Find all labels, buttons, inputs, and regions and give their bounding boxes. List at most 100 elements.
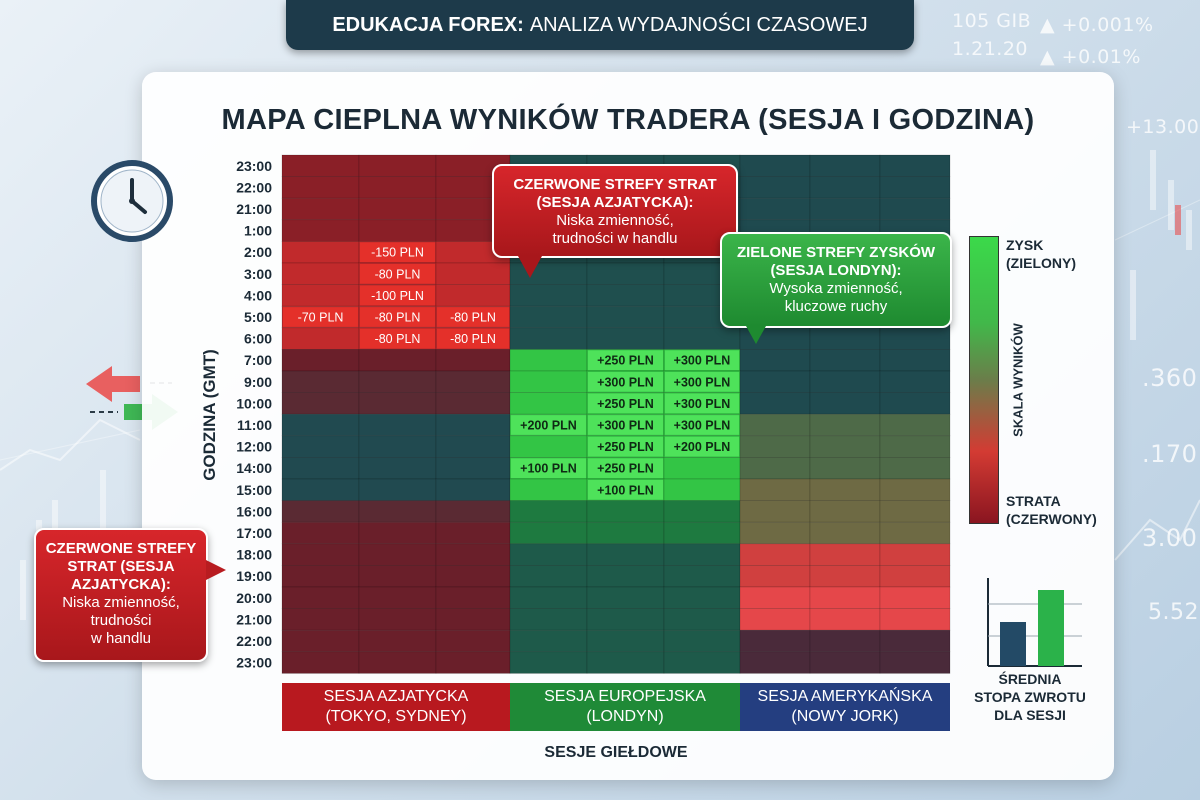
- hour-tick-label: 23:00: [236, 655, 272, 671]
- heatmap-cell: [809, 392, 881, 415]
- heatmap-cell: [739, 586, 811, 609]
- heatmap-cell: [809, 197, 881, 221]
- heatmap-cell: [739, 629, 811, 653]
- ticker: .360: [1142, 364, 1198, 392]
- heatmap-cell: [879, 565, 951, 588]
- hour-tick-label: 14:00: [236, 460, 272, 476]
- hour-tick-label: 3:00: [244, 266, 272, 282]
- heatmap-cell: [281, 349, 360, 372]
- heatmap-cell: [809, 608, 881, 631]
- heatmap-cell: [809, 586, 881, 609]
- avg-return-caption: ŚREDNIA STOPA ZWROTU DLA SESJI: [974, 671, 1086, 723]
- heatmap-cell: [879, 176, 951, 199]
- heatmap-cell: [358, 608, 437, 631]
- profit-cell: [588, 350, 663, 370]
- heatmap-cell: [586, 586, 665, 609]
- heatmap-cell: [358, 435, 437, 458]
- hour-tick-label: 5:00: [244, 309, 272, 325]
- profit-cell: [588, 458, 663, 478]
- heatmap-cell: [879, 500, 951, 523]
- heatmap-cell: [879, 457, 951, 480]
- heatmap-cell: [586, 629, 665, 653]
- heatmap-cell: [809, 651, 881, 674]
- heatmap-cell: [435, 435, 511, 458]
- heatmap-cell: [879, 608, 951, 631]
- heatmap-cell: [879, 435, 951, 458]
- heatmap-cell: [739, 392, 811, 415]
- cell-value-label: -100 PLN: [371, 289, 424, 303]
- heatmap-cell: [358, 478, 437, 501]
- heatmap-cell: [663, 651, 741, 674]
- heatmap-cell: [586, 565, 665, 588]
- heatmap-cell: [739, 521, 811, 545]
- cell-value-label: +100 PLN: [520, 462, 577, 476]
- heatmap-cell: [586, 305, 665, 329]
- heatmap-cell: [509, 435, 588, 458]
- hour-tick-label: 17:00: [236, 525, 272, 541]
- heatmap-cell: [358, 521, 437, 545]
- hour-tick-label: 19:00: [236, 568, 272, 584]
- heatmap-cell: [879, 521, 951, 545]
- heatmap-cell: [663, 629, 741, 653]
- heatmap-cell: [739, 457, 811, 480]
- legend-top-label: ZYSK (ZIELONY): [1006, 237, 1076, 271]
- hour-tick-label: 10:00: [236, 395, 272, 411]
- heatmap-cell: [809, 176, 881, 199]
- x-axis-label: SESJE GIEŁDOWE: [544, 744, 688, 761]
- profit-cell: [511, 415, 586, 435]
- heatmap-cell: [879, 586, 951, 609]
- arrow-left-icon: [86, 366, 140, 402]
- hour-tick-label: 11:00: [237, 417, 272, 433]
- heatmap-cell: [509, 608, 588, 631]
- profit-cell: [665, 350, 739, 370]
- heatmap-cell: [358, 349, 437, 372]
- session-sub: (NOWY JORK): [791, 708, 899, 725]
- heatmap-cell: [663, 327, 741, 350]
- ticker: .170: [1142, 440, 1198, 468]
- cell-value-label: +300 PLN: [597, 419, 654, 433]
- clock-icon: [91, 160, 173, 242]
- hour-tick-label: 6:00: [244, 331, 272, 347]
- hour-tick-label: 16:00: [236, 503, 272, 519]
- cell-value-label: -80 PLN: [375, 332, 421, 346]
- heatmap-cell: [809, 370, 881, 393]
- heatmap-cell: [435, 457, 511, 480]
- cell-value-label: +250 PLN: [597, 440, 654, 454]
- session-name: SESJA EUROPEJSKA: [544, 688, 706, 705]
- heatmap-cell: [809, 500, 881, 523]
- heatmap-cell: [879, 629, 951, 653]
- cell-value-label: -150 PLN: [371, 246, 424, 260]
- heatmap-cell: [739, 197, 811, 221]
- cell-value-label: +100 PLN: [597, 483, 654, 497]
- heatmap-cell: [281, 457, 360, 480]
- callout-red-top: CZERWONE STREFY STRAT (SESJA AZJATYCKA):…: [492, 164, 738, 258]
- legend-title: SKALA WYNIKÓW: [1010, 323, 1026, 437]
- hour-tick-label: 22:00: [236, 633, 272, 649]
- heatmap-cell: [663, 478, 741, 501]
- heatmap-cell: [879, 392, 951, 415]
- hour-tick-label: 4:00: [244, 287, 272, 303]
- session-sub: (TOKYO, SYDNEY): [325, 708, 467, 725]
- heatmap-cell: [809, 413, 881, 437]
- heatmap-cell: [809, 478, 881, 501]
- session-name: SESJA AMERYKAŃSKA: [757, 688, 933, 705]
- callout-title: CZERWONE STREFY STRAT (SESJA AZJATYCKA):: [45, 540, 197, 593]
- cell-value-label: +200 PLN: [674, 440, 731, 454]
- heatmap-cell: [281, 629, 360, 653]
- cell-value-label: +300 PLN: [674, 397, 731, 411]
- heatmap-cell: [358, 543, 437, 566]
- heatmap-cell: [739, 608, 811, 631]
- heatmap-cell: [586, 500, 665, 523]
- cell-value-label: +300 PLN: [674, 354, 731, 368]
- heatmap-cell: [879, 154, 951, 177]
- heatmap-cell: [586, 543, 665, 566]
- heatmap-cell: [281, 651, 360, 674]
- heatmap-cell: [358, 586, 437, 609]
- heatmap-cell: [509, 521, 588, 545]
- callout-body: Niska zmienność, trudności w handlu: [552, 212, 678, 247]
- hour-tick-label: 12:00: [236, 439, 272, 455]
- heatmap-cell: [739, 500, 811, 523]
- heatmap-cell: [809, 629, 881, 653]
- heatmap-cell: [358, 651, 437, 674]
- loss-cell: [360, 307, 435, 327]
